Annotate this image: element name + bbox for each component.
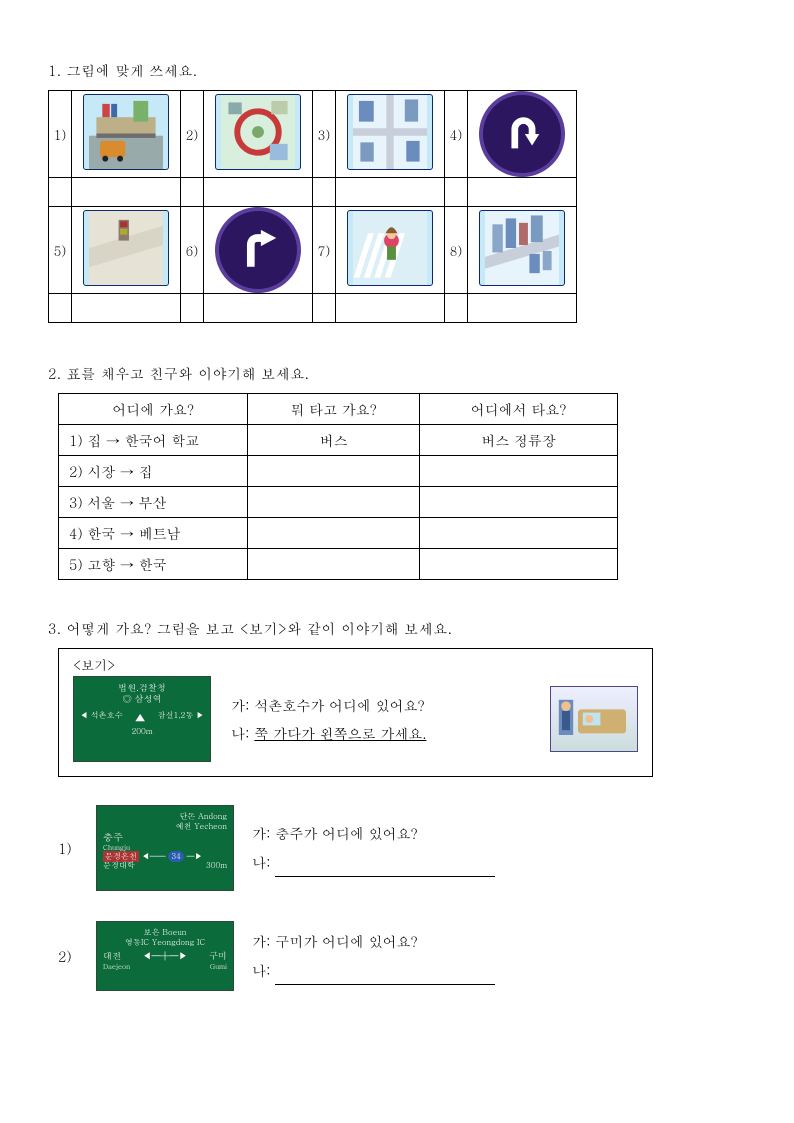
q3-example-label: <보기>: [73, 655, 638, 674]
q1-img-2: [204, 91, 313, 178]
q2-r2c1: 2) 시장 → 집: [59, 456, 248, 487]
crosswalk-scene-icon: [347, 210, 433, 286]
q3-item1-na: 나:: [252, 848, 495, 877]
q1-ans-8[interactable]: [468, 294, 577, 323]
q1-title: 1. 그림에 맞게 쓰세요.: [48, 60, 746, 80]
direction-sign-2-icon: 보은 Boeun 영동IC Yeongdong IC 대전 ◀━┼━▶ 구미 D…: [96, 921, 234, 991]
q1-img-3: [336, 91, 445, 178]
q2-table: 어디에 가요? 뭐 타고 가요? 어디에서 타요? 1) 집 → 한국어 학교버…: [58, 393, 618, 580]
q2-h2: 뭐 타고 가요?: [248, 394, 420, 425]
q1-img-4: [468, 91, 577, 178]
q2-r4c3[interactable]: [420, 518, 618, 549]
q3-example-box: <보기> 법원.검찰청 ◎ 삼성역 ◀ 석촌호수 ▲ 잠실1,2동 ▶ 200m…: [58, 648, 653, 777]
uturn-sign-icon: [479, 91, 565, 177]
underpass-scene-icon: [83, 210, 169, 286]
q1-img-5: [72, 207, 181, 294]
roundabout-scene-icon: [215, 94, 301, 170]
q1-ans-5[interactable]: [72, 294, 181, 323]
q3-item1-num: 1): [58, 838, 78, 858]
q3-item1-blank[interactable]: [275, 862, 495, 877]
intersection-scene-icon: [347, 94, 433, 170]
q3-item1-dialog: 가: 충주가 어디에 있어요? 나:: [252, 819, 495, 878]
q1-num-3: 3): [313, 91, 336, 178]
q2-r5c1: 5) 고향 → 한국: [59, 549, 248, 580]
q3-item-2: 2) 보은 Boeun 영동IC Yeongdong IC 대전 ◀━┼━▶ 구…: [58, 921, 746, 991]
q2-r4c2[interactable]: [248, 518, 420, 549]
q3-item2-na: 나:: [252, 956, 495, 985]
q3-ex-ga: 가: 석촌호수가 어디에 있어요?: [231, 691, 530, 719]
q1-img-8: [468, 207, 577, 294]
direction-sign-1-icon: 단돈 Andong 예천 Yecheon 충주 Chungju 문경온천 ◀━━…: [96, 805, 234, 891]
q3-item2-num: 2): [58, 946, 78, 966]
q1-grid: 1) 2) 3) 4): [48, 90, 577, 323]
q3-item2-dialog: 가: 구미가 어디에 있어요? 나:: [252, 927, 495, 986]
q2-r3c3[interactable]: [420, 487, 618, 518]
q3-item1-ga: 가: 충주가 어디에 있어요?: [252, 819, 495, 848]
q1-ans-6[interactable]: [204, 294, 313, 323]
q2-title: 2. 표를 채우고 친구와 이야기해 보세요.: [48, 363, 746, 383]
overpass-scene-icon: [83, 94, 169, 170]
q2-r1c3: 버스 정류장: [420, 425, 618, 456]
q3-item2-ga: 가: 구미가 어디에 있어요?: [252, 927, 495, 956]
q1-img-7: [336, 207, 445, 294]
q2-r5c2[interactable]: [248, 549, 420, 580]
q1-num-7: 7): [313, 207, 336, 294]
worksheet-page: 1. 그림에 맞게 쓰세요. 1) 2) 3) 4): [0, 0, 794, 1123]
q1-ans-1[interactable]: [72, 178, 181, 207]
q1-img-6: [204, 207, 313, 294]
q1-num-2: 2): [181, 91, 204, 178]
q2-r5c3[interactable]: [420, 549, 618, 580]
q1-img-1: [72, 91, 181, 178]
q2-h1: 어디에 가요?: [59, 394, 248, 425]
q1-ans-7[interactable]: [336, 294, 445, 323]
q2-r2c3[interactable]: [420, 456, 618, 487]
q3-example-dialog: 가: 석촌호수가 어디에 있어요? 나: 쭉 가다가 왼쪽으로 가세요.: [231, 691, 530, 747]
q1-num-1: 1): [49, 91, 72, 178]
right-turn-sign-icon: [215, 207, 301, 293]
q1-num-6: 6): [181, 207, 204, 294]
q1-ans-3[interactable]: [336, 178, 445, 207]
q2-r4c1: 4) 한국 → 베트남: [59, 518, 248, 549]
car-asking-directions-icon: [550, 686, 638, 752]
q1-ans-4[interactable]: [468, 178, 577, 207]
q1-num-8: 8): [445, 207, 468, 294]
q3-item2-blank[interactable]: [275, 970, 495, 985]
q2-r1c1: 1) 집 → 한국어 학교: [59, 425, 248, 456]
q2-r3c1: 3) 서울 → 부산: [59, 487, 248, 518]
q3-ex-na: 나: 쭉 가다가 왼쪽으로 가세요.: [231, 719, 530, 747]
q1-num-5: 5): [49, 207, 72, 294]
direction-sign-example-icon: 법원.검찰청 ◎ 삼성역 ◀ 석촌호수 ▲ 잠실1,2동 ▶ 200m: [73, 676, 211, 762]
q1-num-4: 4): [445, 91, 468, 178]
q2-r2c2[interactable]: [248, 456, 420, 487]
q3-item-1: 1) 단돈 Andong 예천 Yecheon 충주 Chungju 문경온천 …: [58, 805, 746, 891]
q3-title: 3. 어떻게 가요? 그림을 보고 <보기>와 같이 이야기해 보세요.: [48, 618, 746, 638]
q2-r1c2: 버스: [248, 425, 420, 456]
q1-ans-2[interactable]: [204, 178, 313, 207]
city-block-scene-icon: [479, 210, 565, 286]
q2-h3: 어디에서 타요?: [420, 394, 618, 425]
q2-r3c2[interactable]: [248, 487, 420, 518]
